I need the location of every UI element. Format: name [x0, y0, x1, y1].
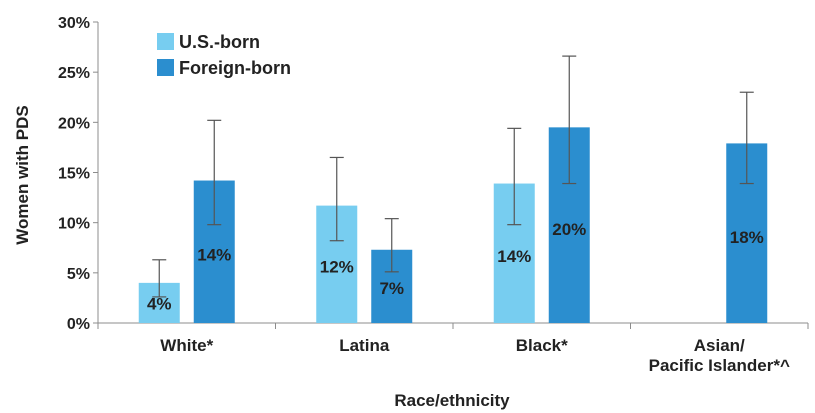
axes: 0% 5% 10% 15% 20% 25% 30% White* Latina Black* Asi…	[58, 15, 809, 375]
y-tick-label: 30%	[58, 15, 90, 32]
data-label: 12%	[320, 258, 354, 277]
data-labels: 4% 12% 14% 14% 7% 20% 18%	[147, 220, 764, 314]
legend-swatch	[157, 33, 174, 50]
x-tick-label: Black*	[516, 336, 568, 355]
y-tick-label: 10%	[58, 216, 90, 233]
y-tick-label: 25%	[58, 65, 90, 82]
legend-swatch	[157, 59, 174, 76]
legend-label: U.S.-born	[179, 32, 260, 52]
data-label: 7%	[379, 279, 404, 298]
legend: U.S.-born Foreign-born	[157, 32, 291, 78]
data-label: 14%	[197, 246, 231, 265]
data-label: 20%	[552, 220, 586, 239]
x-tick-label: Asian/	[694, 336, 745, 355]
x-tick-label: White*	[160, 336, 213, 355]
legend-label: Foreign-born	[179, 58, 291, 78]
y-axis-title: Women with PDS	[13, 105, 32, 244]
x-tick-label: Pacific Islander*^	[649, 356, 790, 375]
data-label: 4%	[147, 295, 172, 314]
error-bars	[152, 55, 754, 298]
y-tick-label: 5%	[67, 266, 90, 283]
bars	[138, 127, 768, 323]
x-axis-title: Race/ethnicity	[394, 391, 510, 410]
y-tick-label: 0%	[67, 316, 90, 333]
data-label: 18%	[730, 228, 764, 247]
y-tick-label: 15%	[58, 166, 90, 183]
data-label: 14%	[497, 247, 531, 266]
x-tick-label: Latina	[339, 336, 390, 355]
y-tick-label: 20%	[58, 115, 90, 132]
